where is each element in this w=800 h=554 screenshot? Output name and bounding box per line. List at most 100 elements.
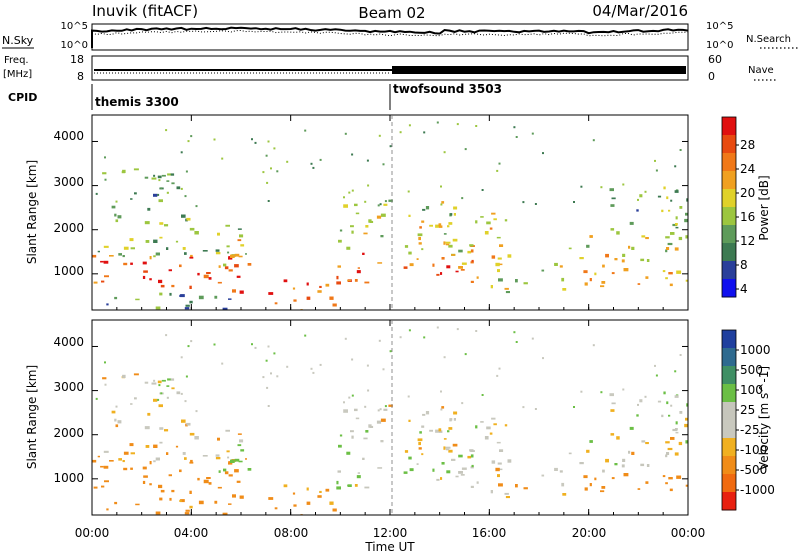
power-panel: Slant Range [km] 1000 2000 3000 4000 282… [25, 114, 771, 311]
power-scatter-cell [225, 224, 230, 227]
power-scatter-cell [453, 213, 456, 216]
velocity-scatter-cell [661, 414, 664, 418]
power-scatter-cell [143, 270, 148, 273]
velocity-scatter-cell [286, 365, 289, 368]
velocity-scatter-cell [240, 449, 245, 452]
velocity-scatter-cell [208, 482, 212, 485]
power-scatter-cell [594, 272, 597, 276]
power-scatter-cell [268, 292, 274, 295]
xtick-3: 12:00 [373, 526, 408, 540]
velocity-scatter-cell [461, 402, 464, 405]
power-scatter-cell [616, 231, 620, 235]
power-scatter-cell [376, 215, 382, 219]
velocity-scatter-cell [239, 439, 244, 443]
velocity-scatter-cell [217, 437, 220, 441]
freq-label-line1: Freq. [4, 55, 29, 66]
velocity-scatter-cell [418, 441, 421, 446]
power-scatter-cell [665, 249, 668, 253]
colorbar-swatch [722, 420, 736, 439]
velocity-scatter-layer [92, 326, 688, 515]
velocity-scatter-cell [621, 464, 625, 468]
velocity-scatter-cell [184, 457, 187, 460]
power-scatter-cell [445, 241, 451, 244]
power-scatter-cell [312, 166, 315, 169]
power-scatter-cell [382, 163, 385, 166]
colorbar-tick-label: 100 [740, 383, 763, 397]
power-scatter-cell [475, 220, 478, 224]
velocity-scatter-cell [226, 450, 230, 453]
power-scatter-cell [435, 224, 440, 228]
velocity-scatter-cell [179, 499, 182, 502]
velocity-scatter-cell [637, 403, 639, 406]
velocity-scatter-cell [421, 425, 425, 428]
power-scatter-cell [351, 189, 354, 192]
power-scatter-cell [336, 275, 339, 280]
velocity-panel-frame [91, 319, 689, 516]
power-scatter-cell [675, 223, 678, 226]
power-scatter-cell [476, 276, 479, 279]
velocity-scatter-cell [130, 403, 133, 405]
velocity-scatter-cell [304, 334, 307, 337]
velocity-scatter-cell [616, 436, 620, 440]
velocity-scatter-cell [159, 441, 163, 444]
velocity-scatter-cell [153, 444, 158, 448]
velocity-scatter-cell [686, 403, 688, 407]
power-scatter-cell [621, 259, 625, 263]
velocity-scatter-cell [404, 450, 409, 453]
power-scatter-cell [273, 147, 276, 150]
velocity-scatter-cell [122, 460, 125, 463]
power-scatter-cell [190, 254, 193, 259]
power-scatter-cell [685, 279, 688, 282]
power-scatter-layer [92, 121, 688, 310]
colorbar-swatch [722, 456, 736, 475]
velocity-scatter-cell [234, 469, 239, 473]
power-scatter-cell [189, 256, 194, 259]
power-scatter-cell [441, 201, 445, 204]
power-scatter-cell [679, 206, 683, 209]
velocity-scatter-cell [631, 451, 635, 455]
power-scatter-cell [445, 243, 450, 246]
nave-tick-bottom: 0 [708, 70, 715, 83]
velocity-scatter-cell [203, 479, 209, 484]
power-scatter-cell [208, 277, 212, 280]
velocity-scatter-cell [480, 421, 484, 423]
power-scatter-cell [236, 275, 241, 278]
velocity-scatter-cell [354, 484, 358, 487]
power-scatter-cell [644, 190, 647, 193]
power-scatter-cell [602, 264, 605, 268]
velocity-scatter-cell [149, 461, 152, 465]
velocity-scatter-cell [336, 486, 341, 490]
velocity-scatter-cell [408, 456, 412, 460]
colorbar-tick-label: -100 [740, 443, 767, 457]
power-scatter-cell [452, 238, 458, 242]
velocity-scatter-cell [657, 400, 662, 403]
velocity-scatter-cell [317, 495, 322, 498]
colorbar-swatch [722, 261, 736, 280]
velocity-scatter-cell [470, 454, 474, 458]
velocity-scatter-cell [175, 445, 179, 448]
velocity-scatter-cell [190, 340, 193, 343]
velocity-scatter-cell [222, 512, 228, 515]
power-scatter-cell [460, 269, 465, 271]
velocity-scatter-cell [142, 466, 147, 470]
power-scatter-cell [498, 162, 501, 165]
power-scatter-cell [453, 206, 458, 210]
power-scatter-cell [489, 227, 493, 230]
power-scatter-cell [153, 239, 158, 243]
power-scatter-cell [366, 159, 369, 162]
velocity-scatter-cell [351, 358, 354, 361]
velocity-scatter-cell [319, 363, 322, 366]
power-scatter-cell [158, 279, 163, 284]
power-scatter-cell [669, 283, 673, 287]
power-scatter-cell [234, 253, 240, 257]
velocity-scatter-cell [498, 483, 503, 487]
power-scatter-cell [101, 280, 105, 283]
power-scatter-cell [227, 251, 230, 254]
power-scatter-cell [356, 270, 361, 274]
velocity-scatter-cell [329, 501, 334, 505]
velocity-scatter-cell [130, 467, 133, 470]
colorbar-tick-label: 16 [740, 210, 755, 224]
power-scatter-cell [245, 253, 247, 255]
velocity-scatter-cell [168, 474, 172, 477]
velocity-scatter-cell [611, 402, 616, 405]
